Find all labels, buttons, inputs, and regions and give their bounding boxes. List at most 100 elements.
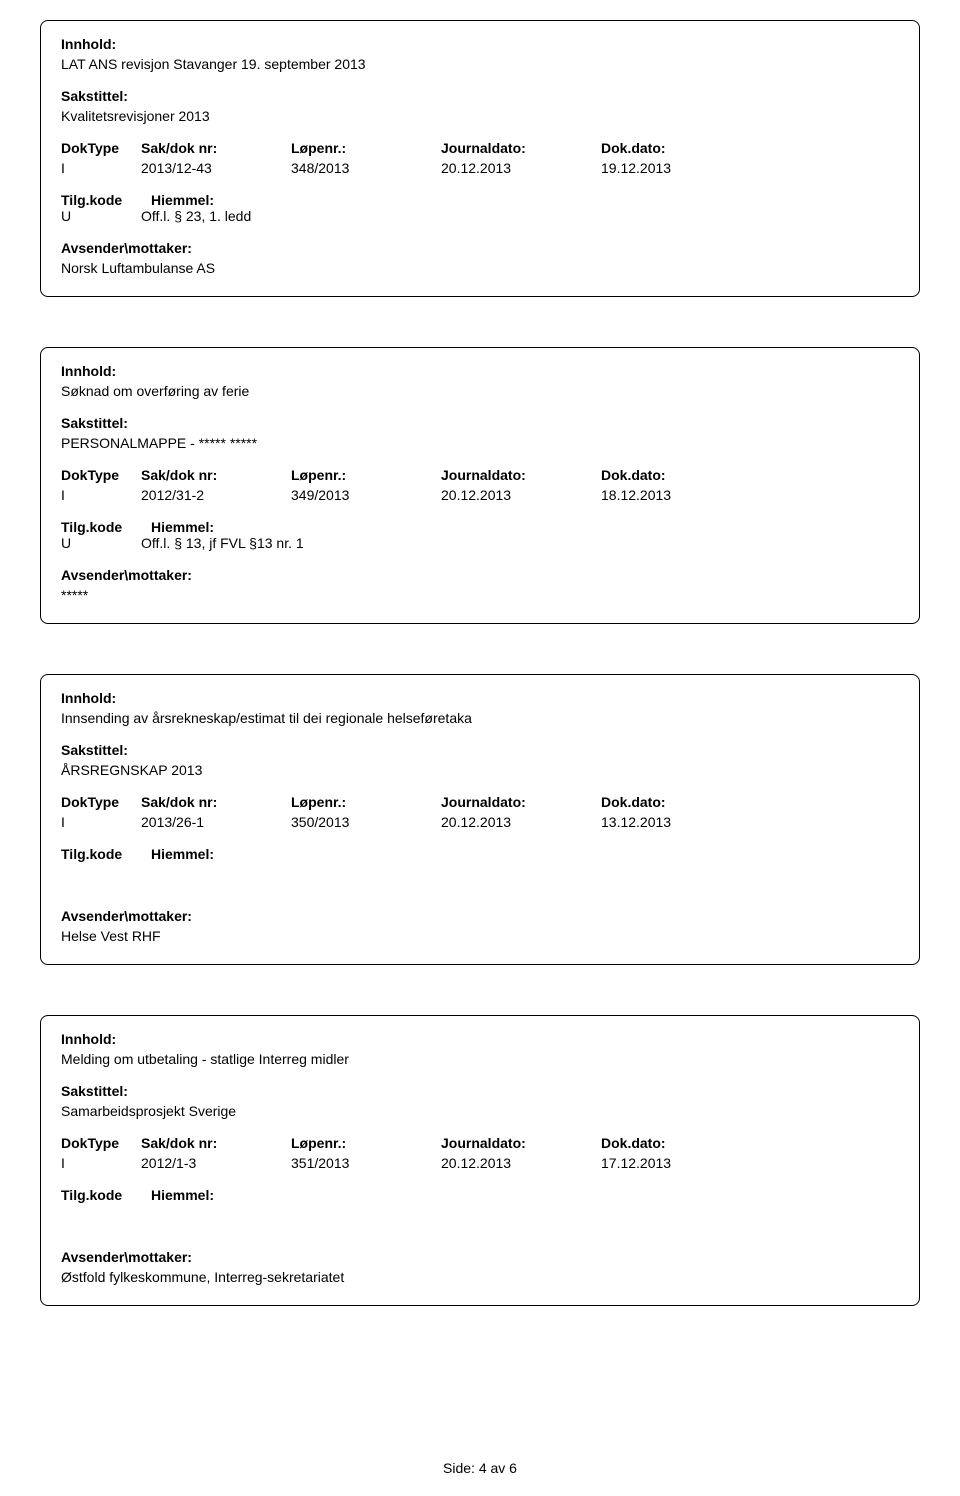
dokdato-value: 13.12.2013 [601,814,751,830]
innhold-label: Innhold: [61,36,899,52]
hiemmel-value: Off.l. § 13, jf FVL §13 nr. 1 [141,535,899,551]
journaldato-header: Journaldato: [441,140,601,156]
avsender-value: Helse Vest RHF [61,928,899,944]
journaldato-value: 20.12.2013 [441,814,601,830]
saknr-value: 2012/31-2 [141,487,291,503]
journal-record: Innhold: Melding om utbetaling - statlig… [40,1015,920,1306]
dokdato-header: Dok.dato: [601,140,751,156]
saknr-header: Sak/dok nr: [141,140,291,156]
tilg-row: Tilg.kode Hiemmel: [61,192,899,208]
doktype-value: I [61,1155,141,1171]
innhold-label: Innhold: [61,690,899,706]
innhold-value: Melding om utbetaling - statlige Interre… [61,1051,899,1067]
avsender-label: Avsender\mottaker: [61,240,899,256]
column-values: I 2013/26-1 350/2013 20.12.2013 13.12.20… [61,814,899,830]
tilg-values: U Off.l. § 23, 1. ledd [61,208,899,224]
avsender-label: Avsender\mottaker: [61,1249,899,1265]
doktype-header: DokType [61,140,141,156]
dokdato-header: Dok.dato: [601,467,751,483]
column-values: I 2013/12-43 348/2013 20.12.2013 19.12.2… [61,160,899,176]
innhold-value: Søknad om overføring av ferie [61,383,899,399]
hiemmel-value [141,862,899,892]
innhold-label: Innhold: [61,1031,899,1047]
tilgkode-label: Tilg.kode [61,519,151,535]
hiemmel-label: Hiemmel: [151,192,899,208]
sakstittel-label: Sakstittel: [61,88,899,104]
column-headers: DokType Sak/dok nr: Løpenr.: Journaldato… [61,140,899,156]
tilg-row: Tilg.kode Hiemmel: [61,1187,899,1203]
lopenr-header: Løpenr.: [291,140,441,156]
journal-record: Innhold: Søknad om overføring av ferie S… [40,347,920,624]
hiemmel-value [141,1203,899,1233]
tilg-values [61,1203,899,1233]
sakstittel-value: ÅRSREGNSKAP 2013 [61,762,899,778]
saknr-value: 2013/12-43 [141,160,291,176]
tilgkode-label: Tilg.kode [61,1187,151,1203]
page-footer: Side: 4 av 6 [0,1460,960,1476]
tilg-u-value: U [61,535,141,551]
journal-record: Innhold: LAT ANS revisjon Stavanger 19. … [40,20,920,297]
doktype-header: DokType [61,794,141,810]
doktype-header: DokType [61,1135,141,1151]
sakstittel-label: Sakstittel: [61,742,899,758]
lopenr-value: 348/2013 [291,160,441,176]
column-headers: DokType Sak/dok nr: Løpenr.: Journaldato… [61,467,899,483]
tilg-u-value [61,862,141,892]
tilg-values [61,862,899,892]
journaldato-header: Journaldato: [441,467,601,483]
dokdato-value: 17.12.2013 [601,1155,751,1171]
avsender-value: Østfold fylkeskommune, Interreg-sekretar… [61,1269,899,1285]
tilgkode-label: Tilg.kode [61,846,151,862]
hiemmel-label: Hiemmel: [151,846,899,862]
avsender-value: ***** [61,587,899,603]
saknr-value: 2013/26-1 [141,814,291,830]
tilg-row: Tilg.kode Hiemmel: [61,846,899,862]
tilg-u-value [61,1203,141,1233]
sakstittel-value: Samarbeidsprosjekt Sverige [61,1103,899,1119]
avsender-label: Avsender\mottaker: [61,567,899,583]
dokdato-header: Dok.dato: [601,1135,751,1151]
sakstittel-label: Sakstittel: [61,1083,899,1099]
doktype-value: I [61,160,141,176]
sakstittel-value: PERSONALMAPPE - ***** ***** [61,435,899,451]
journaldato-value: 20.12.2013 [441,487,601,503]
hiemmel-value: Off.l. § 23, 1. ledd [141,208,899,224]
avsender-label: Avsender\mottaker: [61,908,899,924]
lopenr-header: Løpenr.: [291,794,441,810]
column-values: I 2012/31-2 349/2013 20.12.2013 18.12.20… [61,487,899,503]
saknr-header: Sak/dok nr: [141,794,291,810]
column-headers: DokType Sak/dok nr: Løpenr.: Journaldato… [61,1135,899,1151]
avsender-value: Norsk Luftambulanse AS [61,260,899,276]
hiemmel-label: Hiemmel: [151,1187,899,1203]
lopenr-header: Løpenr.: [291,467,441,483]
journaldato-value: 20.12.2013 [441,1155,601,1171]
journaldato-header: Journaldato: [441,794,601,810]
sakstittel-value: Kvalitetsrevisjoner 2013 [61,108,899,124]
lopenr-header: Løpenr.: [291,1135,441,1151]
lopenr-value: 350/2013 [291,814,441,830]
doktype-value: I [61,814,141,830]
sakstittel-label: Sakstittel: [61,415,899,431]
dokdato-header: Dok.dato: [601,794,751,810]
innhold-label: Innhold: [61,363,899,379]
lopenr-value: 349/2013 [291,487,441,503]
column-headers: DokType Sak/dok nr: Løpenr.: Journaldato… [61,794,899,810]
tilg-u-value: U [61,208,141,224]
hiemmel-label: Hiemmel: [151,519,899,535]
tilgkode-label: Tilg.kode [61,192,151,208]
dokdato-value: 18.12.2013 [601,487,751,503]
doktype-value: I [61,487,141,503]
doktype-header: DokType [61,467,141,483]
innhold-value: Innsending av årsrekneskap/estimat til d… [61,710,899,726]
journal-record: Innhold: Innsending av årsrekneskap/esti… [40,674,920,965]
lopenr-value: 351/2013 [291,1155,441,1171]
journaldato-value: 20.12.2013 [441,160,601,176]
saknr-value: 2012/1-3 [141,1155,291,1171]
tilg-row: Tilg.kode Hiemmel: [61,519,899,535]
tilg-values: U Off.l. § 13, jf FVL §13 nr. 1 [61,535,899,551]
saknr-header: Sak/dok nr: [141,1135,291,1151]
saknr-header: Sak/dok nr: [141,467,291,483]
innhold-value: LAT ANS revisjon Stavanger 19. september… [61,56,899,72]
page-container: Innhold: LAT ANS revisjon Stavanger 19. … [0,0,960,1496]
dokdato-value: 19.12.2013 [601,160,751,176]
